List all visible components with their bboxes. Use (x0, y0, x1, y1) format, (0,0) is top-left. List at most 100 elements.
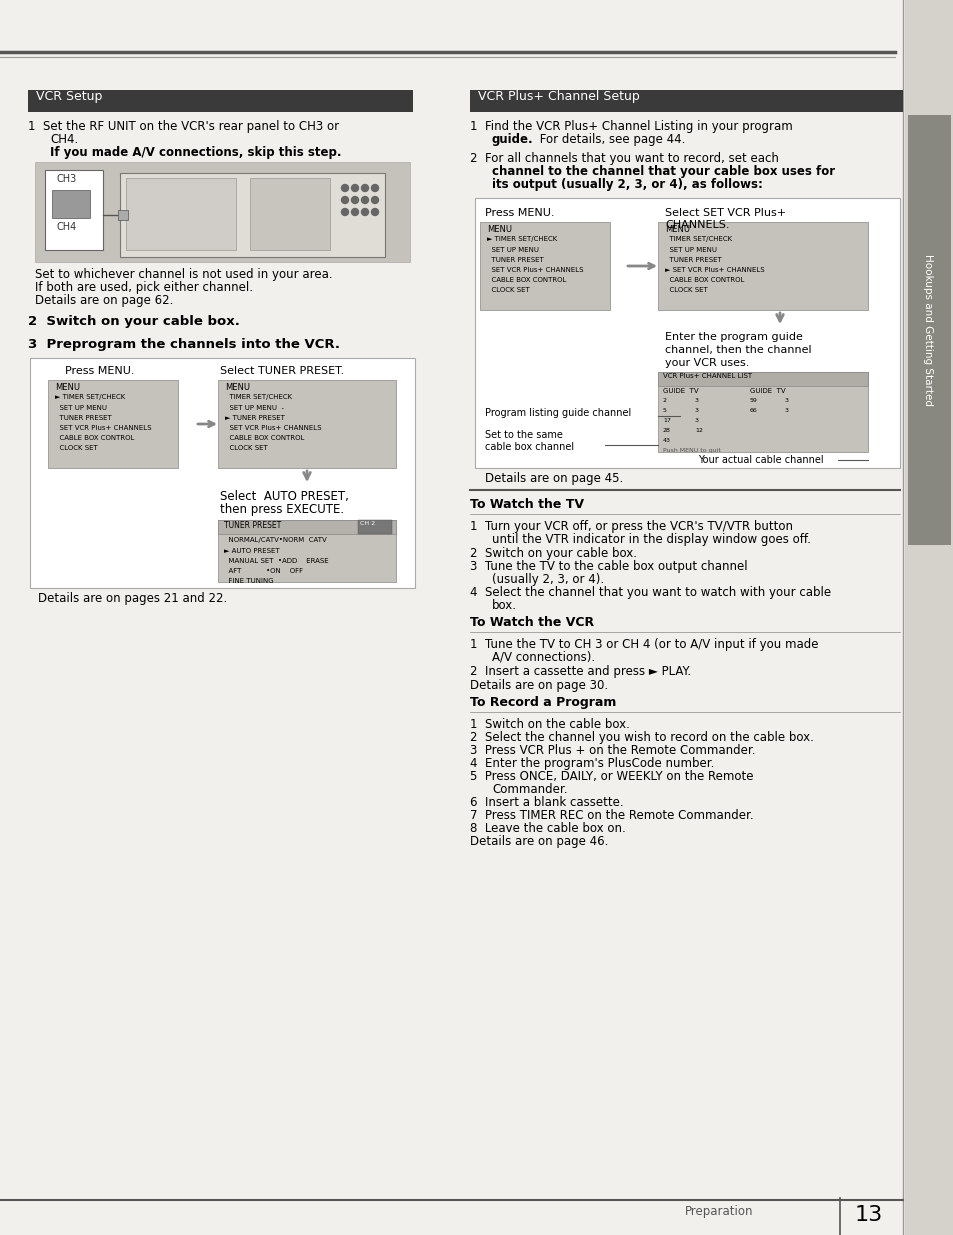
Text: CABLE BOX CONTROL: CABLE BOX CONTROL (225, 435, 304, 441)
Text: 12: 12 (695, 429, 702, 433)
Text: Hookups and Getting Started: Hookups and Getting Started (923, 254, 932, 406)
Bar (250, 178, 330, 249)
Text: CH4: CH4 (57, 222, 77, 232)
Circle shape (371, 184, 378, 191)
Text: 5  Press ONCE, DAILY, or WEEKLY on the Remote: 5 Press ONCE, DAILY, or WEEKLY on the Re… (470, 769, 753, 783)
Text: CLOCK SET: CLOCK SET (55, 445, 97, 451)
Bar (658, 372, 867, 387)
Bar (35, 162, 410, 262)
Text: Program listing guide channel: Program listing guide channel (484, 408, 631, 417)
Text: ► TUNER PRESET: ► TUNER PRESET (225, 415, 285, 421)
Text: 2  Switch on your cable box.: 2 Switch on your cable box. (470, 547, 637, 559)
Text: channel, then the channel: channel, then the channel (664, 345, 811, 354)
Text: 3  Press VCR Plus + on the Remote Commander.: 3 Press VCR Plus + on the Remote Command… (470, 743, 755, 757)
Text: TUNER PRESET: TUNER PRESET (224, 521, 281, 530)
Text: FINE TUNING: FINE TUNING (224, 578, 274, 584)
Text: VCR Setup: VCR Setup (36, 90, 102, 103)
Text: 2  Switch on your cable box.: 2 Switch on your cable box. (28, 315, 239, 329)
Text: SET VCR Plus+ CHANNELS: SET VCR Plus+ CHANNELS (55, 425, 152, 431)
Text: If you made A/V connections, skip this step.: If you made A/V connections, skip this s… (50, 146, 341, 159)
Text: ► TIMER SET/CHECK: ► TIMER SET/CHECK (486, 236, 557, 242)
Text: CH 2: CH 2 (359, 521, 375, 526)
Text: To Watch the TV: To Watch the TV (470, 498, 583, 511)
Text: Your actual cable channel: Your actual cable channel (698, 454, 822, 466)
Text: its output (usually 2, 3, or 4), as follows:: its output (usually 2, 3, or 4), as foll… (492, 178, 762, 191)
Bar (30, 358, 415, 588)
Text: 3: 3 (695, 398, 699, 403)
Circle shape (361, 196, 368, 204)
Circle shape (351, 184, 358, 191)
Bar (479, 222, 609, 310)
Text: Press MENU.: Press MENU. (65, 366, 134, 375)
Text: Details are on page 62.: Details are on page 62. (35, 294, 173, 308)
Text: 59: 59 (749, 398, 757, 403)
Bar (126, 178, 235, 249)
Text: ► AUTO PRESET: ► AUTO PRESET (224, 548, 279, 555)
Text: MENU: MENU (55, 383, 80, 391)
Text: TUNER PRESET: TUNER PRESET (486, 257, 543, 263)
Bar (658, 372, 867, 452)
Text: CH3: CH3 (57, 174, 77, 184)
Text: Details are on page 30.: Details are on page 30. (470, 679, 607, 692)
Text: TIMER SET/CHECK: TIMER SET/CHECK (664, 236, 731, 242)
Text: 2  Insert a cassette and press ► PLAY.: 2 Insert a cassette and press ► PLAY. (470, 664, 690, 678)
Text: Commander.: Commander. (492, 783, 567, 797)
Text: Push MENU to quit: Push MENU to quit (662, 448, 720, 453)
Text: CABLE BOX CONTROL: CABLE BOX CONTROL (55, 435, 134, 441)
Circle shape (341, 196, 348, 204)
Text: SET UP MENU: SET UP MENU (664, 247, 717, 253)
Text: MENU: MENU (486, 225, 512, 233)
Circle shape (371, 209, 378, 215)
Text: TUNER PRESET: TUNER PRESET (55, 415, 112, 421)
Text: 8  Leave the cable box on.: 8 Leave the cable box on. (470, 823, 625, 835)
Circle shape (341, 209, 348, 215)
Text: For details, see page 44.: For details, see page 44. (536, 133, 684, 146)
Text: 2: 2 (662, 398, 666, 403)
Circle shape (351, 196, 358, 204)
Text: 3: 3 (784, 398, 788, 403)
Text: Press MENU.: Press MENU. (484, 207, 554, 219)
Bar (658, 222, 867, 310)
Text: CLOCK SET: CLOCK SET (225, 445, 268, 451)
Bar (475, 198, 899, 468)
Text: GUIDE  TV: GUIDE TV (662, 388, 698, 394)
Bar (120, 173, 385, 257)
Bar (45, 170, 103, 249)
Text: channel to the channel that your cable box uses for: channel to the channel that your cable b… (492, 165, 834, 178)
Text: CH4.: CH4. (50, 133, 78, 146)
Text: 1  Turn your VCR off, or press the VCR's TV/VTR button: 1 Turn your VCR off, or press the VCR's … (470, 520, 792, 534)
Text: Details are on pages 21 and 22.: Details are on pages 21 and 22. (38, 592, 227, 605)
Bar (218, 380, 395, 468)
Text: MENU: MENU (225, 383, 250, 391)
Text: ► SET VCR Plus+ CHANNELS: ► SET VCR Plus+ CHANNELS (664, 267, 763, 273)
Text: 28: 28 (662, 429, 670, 433)
Text: Select TUNER PRESET.: Select TUNER PRESET. (220, 366, 344, 375)
Text: MANUAL SET  •ADD    ERASE: MANUAL SET •ADD ERASE (224, 558, 328, 564)
Text: GUIDE  TV: GUIDE TV (749, 388, 785, 394)
Text: ► TIMER SET/CHECK: ► TIMER SET/CHECK (55, 394, 125, 400)
Text: 17: 17 (662, 417, 670, 424)
Text: Enter the program guide: Enter the program guide (664, 332, 802, 342)
Text: To Record a Program: To Record a Program (470, 697, 616, 709)
Text: 4  Enter the program's PlusCode number.: 4 Enter the program's PlusCode number. (470, 757, 714, 769)
Text: 3  Tune the TV to the cable box output channel: 3 Tune the TV to the cable box output ch… (470, 559, 747, 573)
Text: TUNER PRESET: TUNER PRESET (664, 257, 721, 263)
Text: Select  AUTO PRESET,: Select AUTO PRESET, (220, 490, 349, 503)
Text: VCR Plus+ Channel Setup: VCR Plus+ Channel Setup (477, 90, 639, 103)
Bar (218, 520, 395, 582)
Text: 1  Tune the TV to CH 3 or CH 4 (or to A/V input if you made: 1 Tune the TV to CH 3 or CH 4 (or to A/V… (470, 638, 818, 651)
Text: 6  Insert a blank cassette.: 6 Insert a blank cassette. (470, 797, 623, 809)
Text: 4  Select the channel that you want to watch with your cable: 4 Select the channel that you want to wa… (470, 585, 830, 599)
Text: CLOCK SET: CLOCK SET (486, 287, 529, 293)
Text: CLOCK SET: CLOCK SET (664, 287, 707, 293)
Bar (48, 380, 178, 468)
Text: SET VCR Plus+ CHANNELS: SET VCR Plus+ CHANNELS (486, 267, 583, 273)
Text: VCR Plus+ CHANNEL LIST: VCR Plus+ CHANNEL LIST (662, 373, 751, 379)
Text: If both are used, pick either channel.: If both are used, pick either channel. (35, 282, 253, 294)
Text: Details are on page 45.: Details are on page 45. (484, 472, 622, 485)
Text: 5: 5 (662, 408, 666, 412)
Text: TIMER SET/CHECK: TIMER SET/CHECK (225, 394, 292, 400)
Text: 2  For all channels that you want to record, set each: 2 For all channels that you want to reco… (470, 152, 778, 165)
Text: 2  Select the channel you wish to record on the cable box.: 2 Select the channel you wish to record … (470, 731, 813, 743)
Text: 3: 3 (695, 408, 699, 412)
